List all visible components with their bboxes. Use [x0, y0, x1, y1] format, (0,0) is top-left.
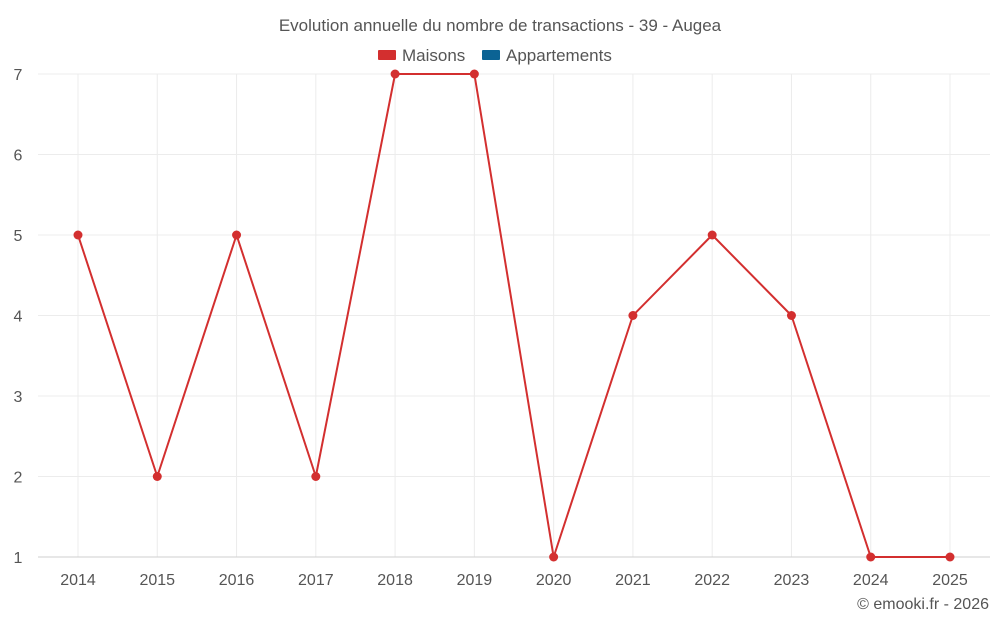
- x-tick-label: 2019: [457, 572, 493, 589]
- legend-label-maisons[interactable]: Maisons: [402, 46, 465, 65]
- x-tick-label: 2016: [219, 572, 255, 589]
- legend-swatch-appartements[interactable]: [482, 50, 500, 60]
- x-tick-label: 2023: [774, 572, 810, 589]
- chart-title: Evolution annuelle du nombre de transact…: [279, 16, 722, 35]
- x-tick-label: 2021: [615, 572, 651, 589]
- data-point[interactable]: [707, 230, 717, 240]
- y-tick-label: 3: [14, 389, 23, 406]
- legend: Maisons Appartements: [378, 46, 612, 65]
- y-tick-label: 5: [14, 228, 23, 245]
- y-tick-label: 1: [14, 550, 23, 567]
- y-tick-label: 4: [14, 309, 23, 326]
- chart-credit: © emooki.fr - 2026: [857, 596, 989, 613]
- x-tick-label: 2014: [60, 572, 96, 589]
- data-point[interactable]: [549, 552, 559, 562]
- x-axis-tick-labels: 2014 2015 2016 2017 2018 2019 2020 2021 2022 2023…: [60, 572, 968, 589]
- data-point[interactable]: [945, 552, 955, 562]
- y-tick-label: 2: [14, 470, 23, 487]
- series-layer: [73, 69, 955, 562]
- y-grid-lines: [38, 73, 990, 558]
- x-tick-label: 2024: [853, 572, 889, 589]
- legend-swatch-maisons[interactable]: [378, 50, 396, 60]
- data-point[interactable]: [866, 552, 876, 562]
- y-axis-tick-labels: 1 2 3 4 5 6 7: [14, 67, 23, 567]
- series-line-maisons: [77, 73, 951, 558]
- data-point[interactable]: [73, 230, 83, 240]
- legend-label-appartements[interactable]: Appartements: [506, 46, 612, 65]
- data-point[interactable]: [152, 472, 162, 481]
- data-point[interactable]: [628, 311, 638, 320]
- x-tick-label: 2020: [536, 572, 572, 589]
- x-tick-label: 2018: [377, 572, 413, 589]
- x-tick-label: 2015: [139, 572, 175, 589]
- data-point[interactable]: [469, 69, 479, 79]
- x-tick-label: 2022: [694, 572, 730, 589]
- data-point[interactable]: [390, 69, 400, 79]
- x-tick-label: 2025: [932, 572, 968, 589]
- x-tick-label: 2017: [298, 572, 334, 589]
- y-tick-label: 6: [14, 148, 23, 165]
- data-point[interactable]: [786, 311, 796, 320]
- y-tick-label: 7: [14, 67, 23, 84]
- data-point[interactable]: [311, 472, 321, 481]
- data-point[interactable]: [232, 230, 242, 240]
